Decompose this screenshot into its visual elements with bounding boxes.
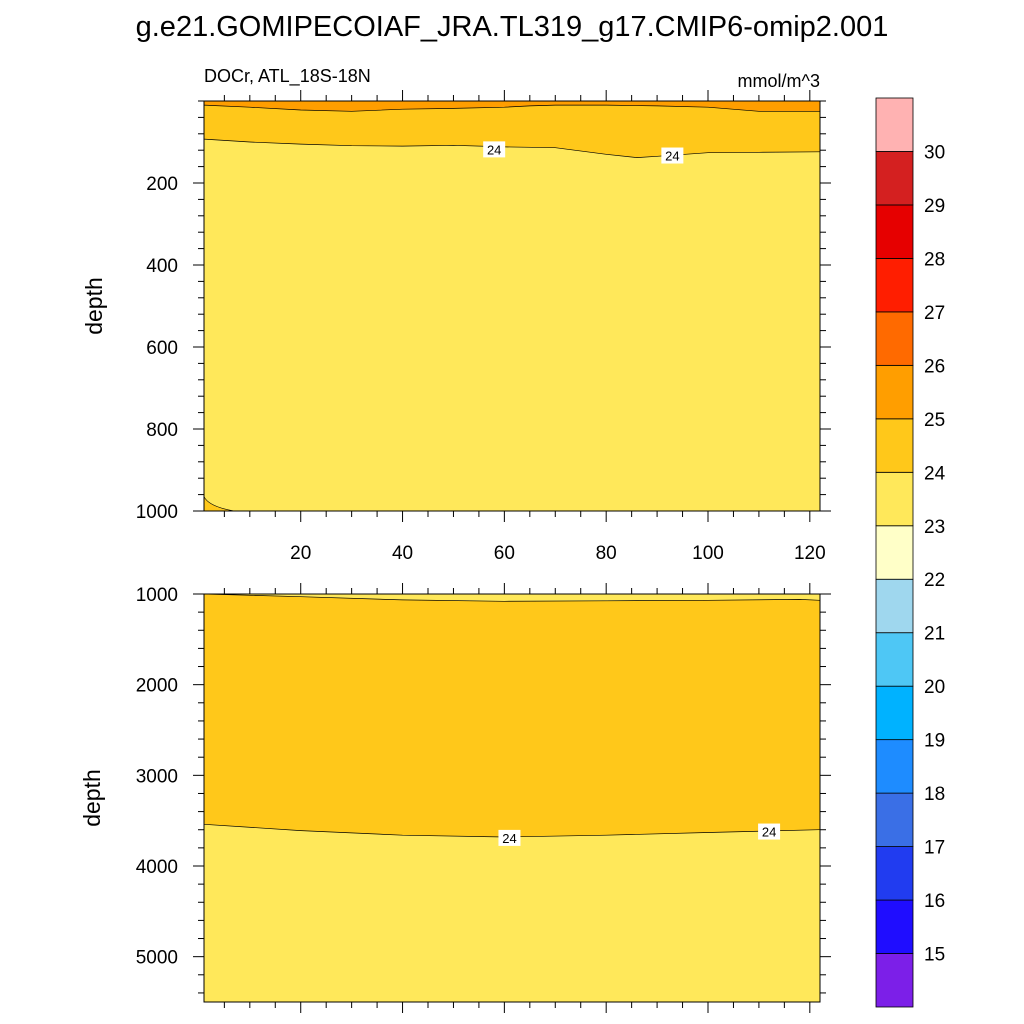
colorbar-label: 21 [924, 624, 945, 645]
x-tick-label: 20 [290, 543, 311, 564]
contour-line-25 [204, 104, 820, 112]
colorbar-swatch [875, 151, 914, 206]
colorbar-label: 28 [924, 249, 945, 270]
y-tick-label: 5000 [136, 948, 178, 969]
colorbar-label: 18 [924, 784, 945, 805]
y-tick-label: 1000 [136, 585, 178, 606]
lower-axis-ticks: 1000 2000 3000 4000 5000 [136, 583, 831, 1013]
colorbar-label: 29 [924, 196, 945, 217]
y-tick-label: 1000 [136, 502, 178, 523]
fill-band-24-25 [204, 101, 820, 158]
colorbar-label: 25 [924, 410, 945, 431]
colorbar-swatch [875, 632, 914, 687]
contour-label-box [483, 141, 506, 158]
upper-frame [203, 100, 821, 512]
upper-panel: 24 24 20 40 60 80 100 120 200 400 600 800 1000 dept… [81, 90, 831, 564]
y-tick-label: 4000 [136, 857, 178, 878]
contour-line-24 [204, 138, 820, 158]
colorbar-swatch [875, 258, 914, 313]
upper-contour-fills: 24 24 [204, 101, 820, 511]
contour-label: 24 [487, 142, 501, 157]
colorbar-label: 22 [924, 570, 945, 591]
colorbar-swatch [875, 899, 914, 954]
y-tick-label: 3000 [136, 766, 178, 787]
colorbar-label: 20 [924, 677, 945, 698]
lower-contour-fills: 24 24 [204, 594, 820, 1002]
lower-y-axis-label: depth [79, 769, 105, 827]
y-tick-label: 200 [146, 174, 178, 195]
colorbar-swatch [875, 97, 914, 152]
fill-deep-corner [204, 496, 235, 511]
contour-label: 24 [665, 149, 679, 164]
lower-panel: 24 24 1000 2000 3000 4000 5000 depth [79, 583, 831, 1013]
contour-label: 24 [502, 831, 516, 846]
x-tick-label: 120 [794, 543, 826, 564]
colorbar-swatch [875, 364, 914, 420]
figure-title: g.e21.GOMIPECOIAF_JRA.TL319_g17.CMIP6-om… [136, 11, 889, 43]
y-tick-label: 800 [146, 420, 178, 441]
colorbar-swatch [875, 953, 914, 1008]
colorbar-label: 27 [924, 303, 945, 324]
colorbar-swatch [875, 792, 914, 847]
y-tick-label: 600 [146, 338, 178, 359]
colorbar-swatch [875, 739, 914, 794]
colorbar-swatch [875, 578, 914, 634]
colorbar-swatch [875, 846, 914, 901]
contour-label: 24 [762, 825, 776, 840]
x-tick-label: 100 [692, 543, 724, 564]
colorbar: 15 16 17 18 19 20 21 22 23 24 25 26 27 28 29 30 [875, 97, 946, 1008]
units-label: mmol/m^3 [738, 71, 820, 91]
y-tick-label: 2000 [136, 676, 178, 697]
contour-label-box [498, 829, 521, 846]
variable-subtitle: DOCr, ATL_18S-18N [204, 66, 371, 87]
colorbar-swatch [875, 311, 914, 366]
x-tick-label: 80 [596, 543, 617, 564]
colorbar-label: 17 [924, 838, 945, 859]
colorbar-label: 16 [924, 891, 945, 912]
fill-band-24-25 [204, 594, 820, 837]
y-tick-label: 400 [146, 256, 178, 277]
contour-label-box [661, 147, 684, 164]
colorbar-swatch [875, 471, 914, 527]
fill-band-23-24 [204, 101, 820, 511]
upper-y-axis-label: depth [81, 277, 107, 335]
colorbar-label: 15 [924, 945, 945, 966]
contour-label-box [758, 823, 781, 840]
colorbar-label: 26 [924, 356, 945, 377]
contour-line-24-upper [204, 594, 820, 602]
upper-axis-ticks: 20 40 60 80 100 120 200 400 600 800 1000 [136, 90, 831, 564]
lower-frame [203, 593, 821, 1003]
colorbar-label: 24 [924, 463, 946, 484]
colorbar-swatch [875, 525, 914, 580]
colorbar-label: 23 [924, 517, 945, 538]
colorbar-label: 19 [924, 731, 945, 752]
x-tick-label: 40 [392, 543, 413, 564]
colorbar-label: 30 [924, 142, 945, 163]
colorbar-swatch [875, 418, 914, 473]
colorbar-swatch [875, 685, 914, 741]
colorbar-swatch [875, 204, 914, 259]
fill-band-25-26 [204, 101, 820, 112]
x-tick-label: 60 [494, 543, 515, 564]
